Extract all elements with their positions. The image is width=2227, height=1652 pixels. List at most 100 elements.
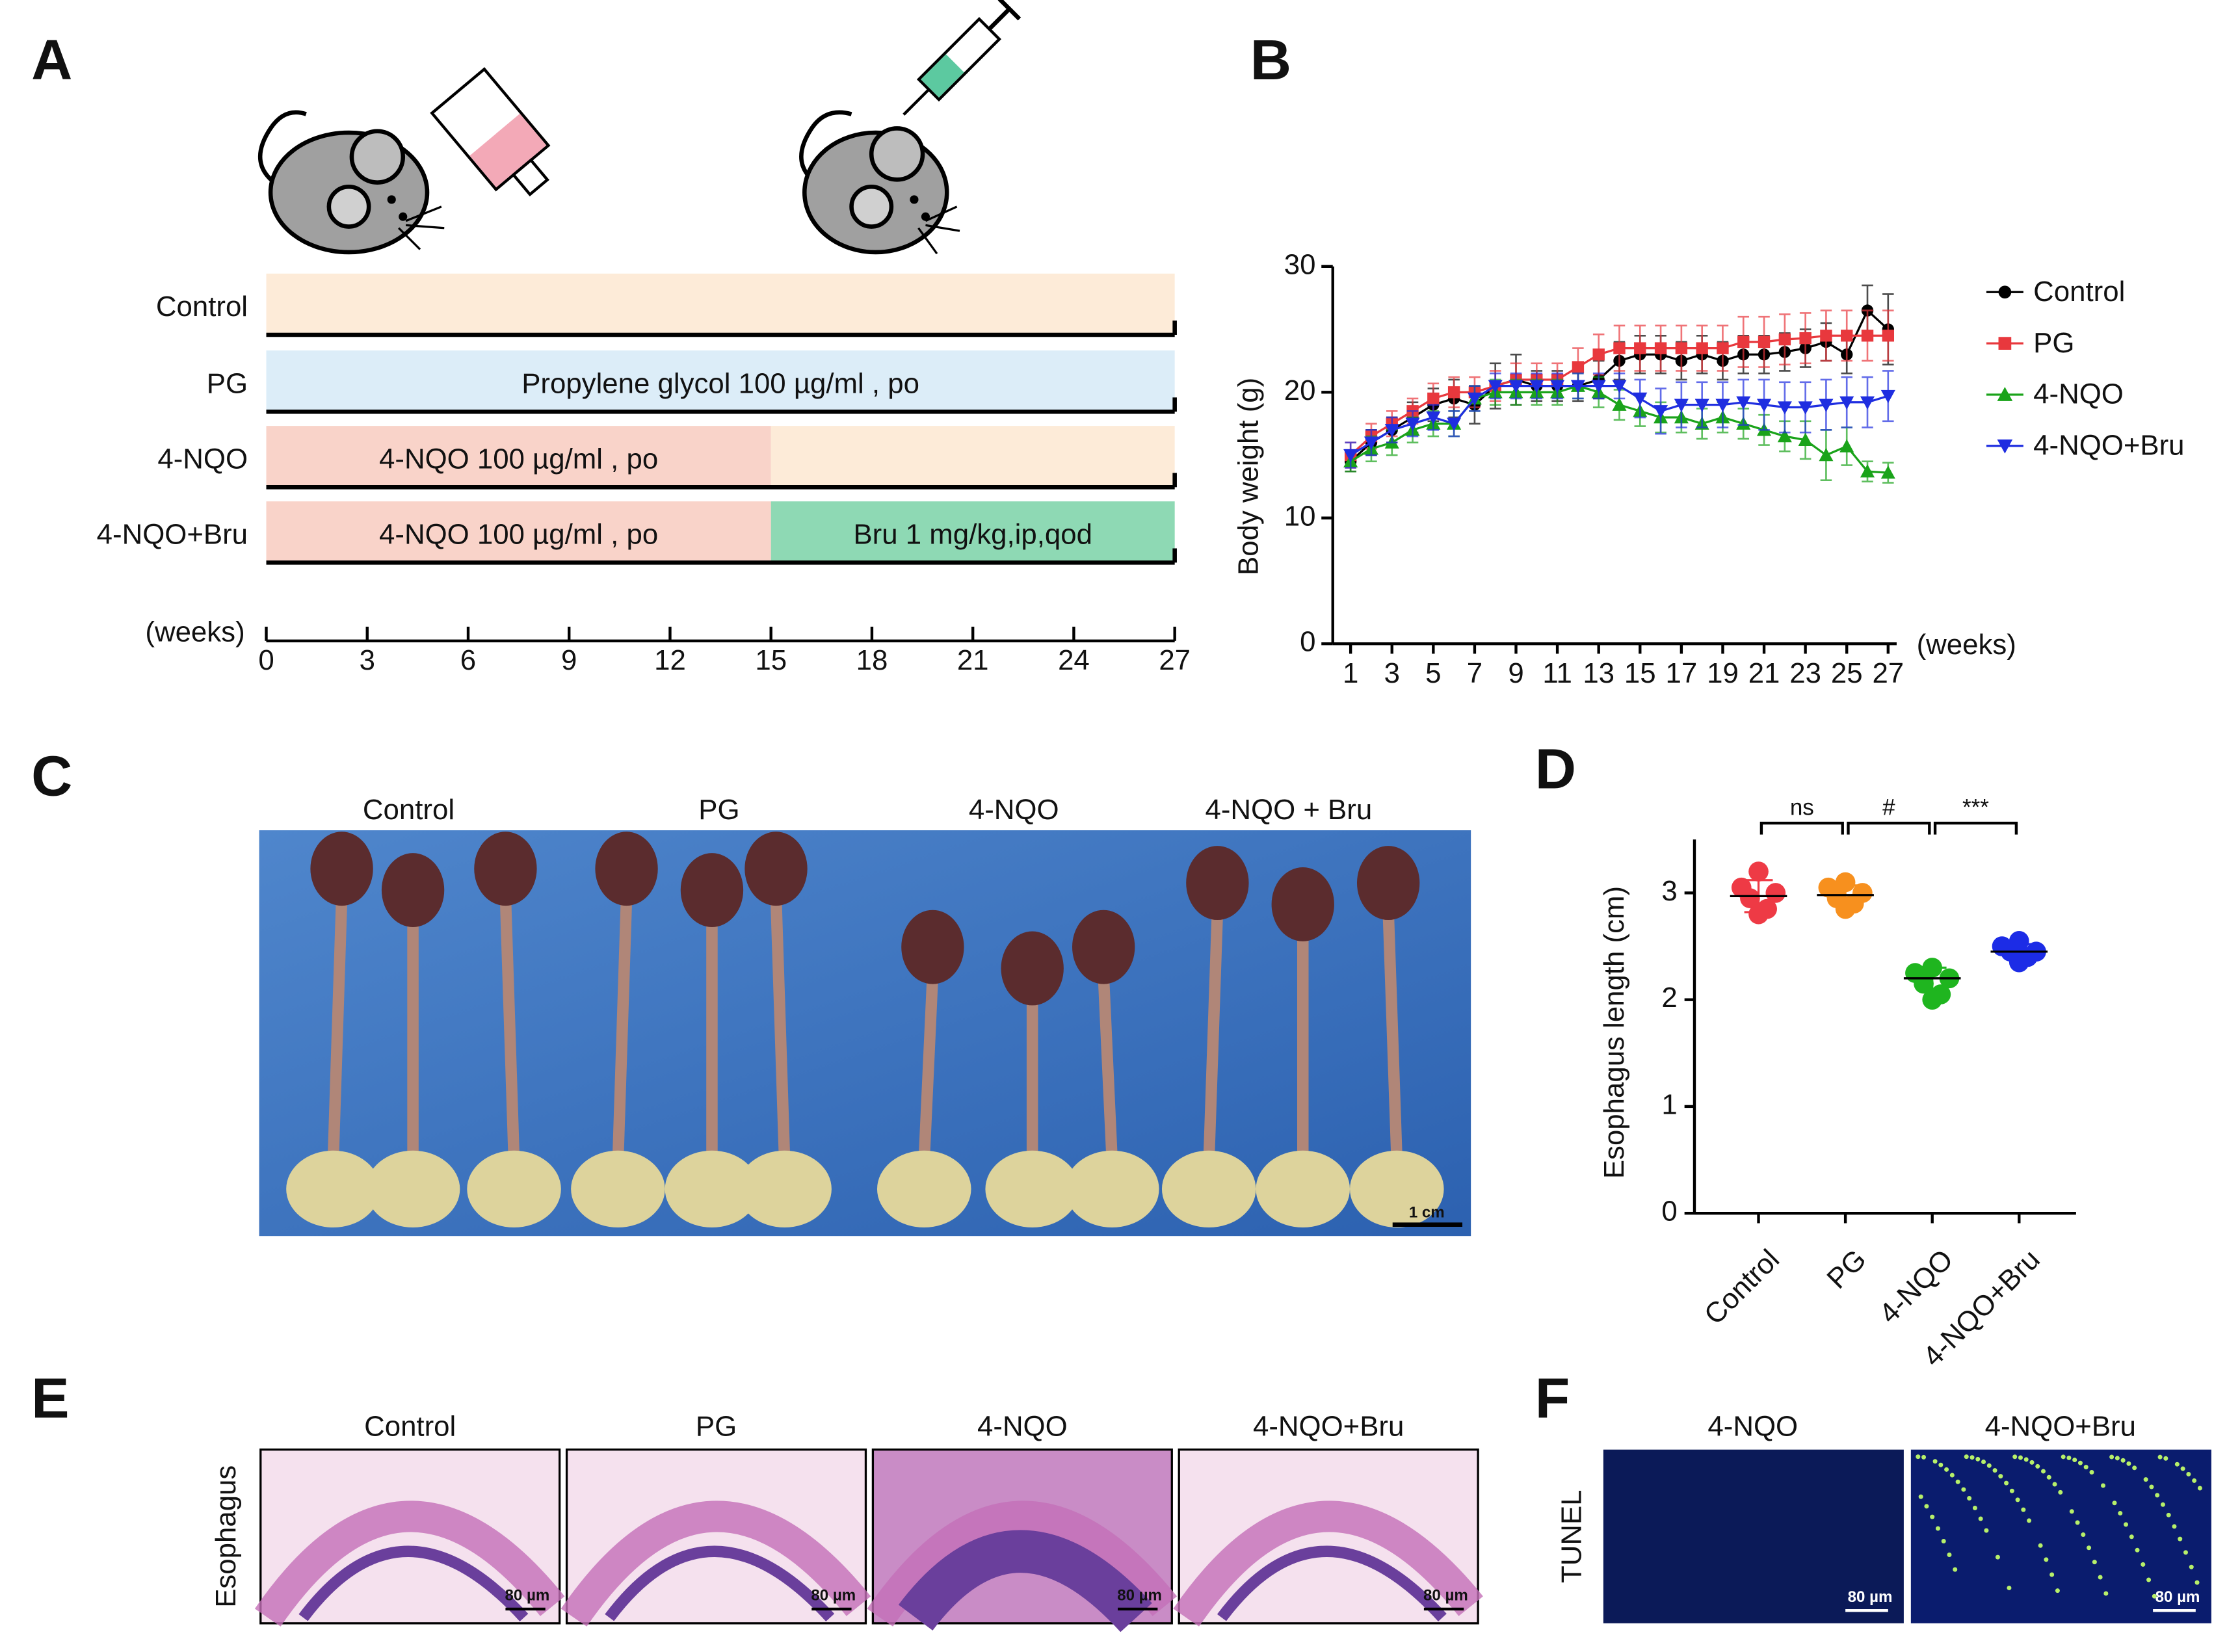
data-point bbox=[1654, 405, 1668, 419]
data-point bbox=[1633, 392, 1648, 406]
timeline-segment bbox=[771, 426, 1175, 488]
data-point bbox=[1839, 439, 1854, 452]
data-point bbox=[1820, 330, 1832, 342]
data-point bbox=[1799, 332, 1812, 345]
esophagus-top bbox=[745, 832, 808, 906]
apoptotic-cell bbox=[2132, 1465, 2137, 1471]
apoptotic-cell bbox=[2077, 1460, 2083, 1465]
apoptotic-cell bbox=[2120, 1458, 2126, 1463]
significance-bracket bbox=[1933, 821, 2018, 835]
stomach bbox=[737, 1150, 832, 1228]
esophagus-tube bbox=[770, 891, 791, 1166]
apoptotic-cell bbox=[2194, 1580, 2200, 1585]
x-tick-label: 7 bbox=[1467, 657, 1482, 689]
esophagus-top bbox=[1271, 867, 1334, 941]
significance-label: ns bbox=[1790, 794, 1814, 820]
tissue-layer bbox=[867, 1501, 1178, 1627]
esophagus-top bbox=[310, 832, 373, 906]
apoptotic-cell bbox=[2174, 1462, 2180, 1467]
x-tick-label: 17 bbox=[1666, 657, 1698, 689]
data-point bbox=[1634, 342, 1646, 354]
x-tick-label: 15 bbox=[1624, 657, 1656, 689]
data-point bbox=[1405, 417, 1420, 431]
panel-label: A bbox=[31, 28, 72, 92]
apoptotic-cell bbox=[1930, 1514, 1935, 1519]
data-point bbox=[1550, 380, 1565, 393]
apoptotic-cell bbox=[1975, 1456, 1981, 1462]
data-point bbox=[1777, 428, 1792, 443]
apoptotic-cell bbox=[2023, 1457, 2029, 1462]
apoptotic-cell bbox=[2143, 1477, 2148, 1482]
data-point bbox=[1612, 380, 1627, 393]
timeline-segment bbox=[266, 501, 771, 563]
segment-text: Bru 1 mg/kg,ip,qod bbox=[853, 518, 1092, 550]
timeline-segment bbox=[266, 273, 1175, 335]
legend-marker bbox=[1998, 337, 2012, 350]
data-point bbox=[1819, 447, 1834, 462]
photo-label: 4-NQO bbox=[969, 794, 1059, 826]
esophagus-tube bbox=[1098, 969, 1118, 1166]
apoptotic-cell bbox=[2046, 1475, 2051, 1480]
data-point bbox=[1447, 417, 1462, 431]
image-label: PG bbox=[696, 1410, 737, 1442]
legend-label: PG bbox=[2033, 327, 2074, 359]
esophagus-top bbox=[595, 832, 658, 906]
photo-label: 4-NQO + Bru bbox=[1206, 794, 1373, 826]
row-label: 4-NQO bbox=[157, 443, 248, 475]
legend-label: 4-NQO bbox=[2033, 378, 2124, 410]
data-point bbox=[1467, 392, 1482, 406]
apoptotic-cell bbox=[2189, 1564, 2194, 1569]
data-point bbox=[1529, 380, 1544, 393]
apoptotic-cell bbox=[2049, 1572, 2055, 1577]
apoptotic-cell bbox=[2009, 1488, 2014, 1493]
data-point bbox=[1839, 396, 1854, 410]
legend-label: 4-NQO+Bru bbox=[2033, 430, 2184, 462]
apoptotic-cell bbox=[1964, 1454, 1969, 1460]
apoptotic-cell bbox=[1998, 1474, 2003, 1479]
apoptotic-cell bbox=[2126, 1461, 2131, 1466]
x-tick-label: 9 bbox=[1508, 657, 1523, 689]
segment-text: 4-NQO 100 µg/ml , po bbox=[379, 443, 658, 475]
apoptotic-cell bbox=[2163, 1456, 2168, 1461]
data-point bbox=[2009, 952, 2029, 973]
apoptotic-cell bbox=[2124, 1522, 2129, 1527]
segment-text: 4-NQO 100 µg/ml , po bbox=[379, 518, 658, 550]
scale-label: 80 µm bbox=[1117, 1587, 1162, 1605]
data-point bbox=[1757, 399, 1772, 412]
mouse-oral bbox=[257, 67, 551, 255]
tissue-layer bbox=[1173, 1501, 1483, 1627]
data-point bbox=[1765, 883, 1786, 903]
tick-label: 3 bbox=[360, 644, 375, 676]
apoptotic-cell bbox=[2029, 1460, 2035, 1465]
apoptotic-cell bbox=[2141, 1562, 2146, 1567]
data-point bbox=[1384, 424, 1399, 438]
esophagus-top bbox=[1356, 846, 1420, 921]
tick-label: 27 bbox=[1159, 644, 1191, 676]
row-label: PG bbox=[207, 367, 248, 399]
apoptotic-cell bbox=[1995, 1554, 2000, 1560]
apoptotic-cell bbox=[2129, 1534, 2134, 1540]
apoptotic-cell bbox=[2149, 1484, 2154, 1489]
data-point bbox=[1880, 389, 1895, 404]
photo-label: Control bbox=[363, 794, 455, 826]
scale-label: 1 cm bbox=[1409, 1204, 1445, 1222]
timeline-segment bbox=[266, 350, 1175, 412]
x-axis-label: (weeks) bbox=[1917, 629, 2016, 661]
stomach bbox=[876, 1150, 971, 1228]
x-tick-label: 23 bbox=[1789, 657, 1821, 689]
data-point bbox=[1880, 465, 1895, 479]
apoptotic-cell bbox=[1949, 1473, 1955, 1478]
apoptotic-cell bbox=[2112, 1501, 2117, 1506]
apoptotic-cell bbox=[2100, 1483, 2105, 1488]
image-label: Control bbox=[364, 1410, 456, 1442]
row-label: 4-NQO+Bru bbox=[97, 518, 248, 550]
apoptotic-cell bbox=[1918, 1494, 1923, 1499]
esophagus-top bbox=[680, 853, 744, 927]
significance-bracket bbox=[1847, 821, 1931, 835]
data-point bbox=[1882, 330, 1895, 342]
x-tick-label: 13 bbox=[1583, 657, 1614, 689]
apoptotic-cell bbox=[2160, 1502, 2165, 1507]
row-label: Esophagus bbox=[210, 1465, 242, 1608]
stomach bbox=[1065, 1150, 1159, 1228]
data-point bbox=[1841, 330, 1853, 342]
